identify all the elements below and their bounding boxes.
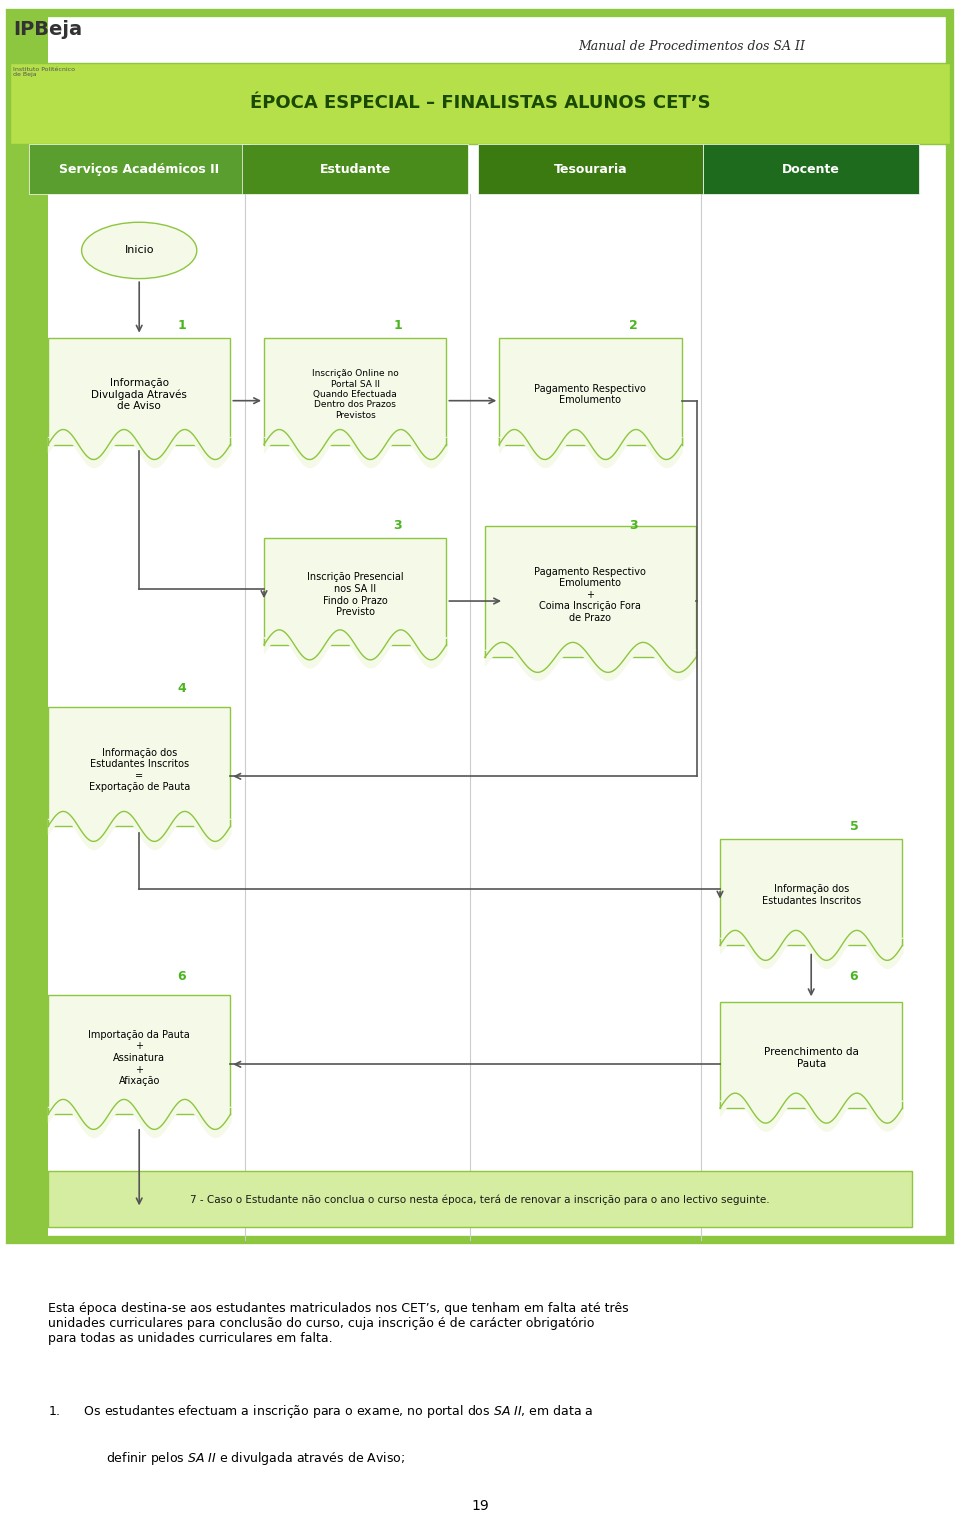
FancyBboxPatch shape bbox=[242, 144, 468, 194]
Text: Importação da Pauta
+
Assinatura
+
Afixação: Importação da Pauta + Assinatura + Afixa… bbox=[88, 1029, 190, 1086]
FancyBboxPatch shape bbox=[264, 539, 446, 644]
Text: Manual de Procedimentos dos SA II: Manual de Procedimentos dos SA II bbox=[578, 40, 804, 53]
FancyBboxPatch shape bbox=[48, 337, 230, 444]
Text: 4: 4 bbox=[178, 683, 186, 695]
Text: Pagamento Respectivo
Emolumento: Pagamento Respectivo Emolumento bbox=[535, 383, 646, 405]
Text: Inscrição Presencial
nos SA II
Findo o Prazo
Previsto: Inscrição Presencial nos SA II Findo o P… bbox=[307, 573, 403, 617]
Text: Docente: Docente bbox=[782, 162, 840, 176]
Text: 6: 6 bbox=[178, 970, 186, 983]
FancyBboxPatch shape bbox=[720, 838, 902, 945]
Text: 2: 2 bbox=[629, 319, 637, 331]
Text: IPBeja: IPBeja bbox=[13, 20, 83, 40]
Text: Serviços Académicos II: Serviços Académicos II bbox=[60, 162, 219, 176]
FancyBboxPatch shape bbox=[10, 12, 48, 1240]
FancyBboxPatch shape bbox=[10, 12, 950, 1240]
Text: 7 - Caso o Estudante não conclua o curso nesta época, terá de renovar a inscriçã: 7 - Caso o Estudante não conclua o curso… bbox=[190, 1194, 770, 1205]
Text: Esta época destina-se aos estudantes matriculados nos CET’s, que tenham em falta: Esta época destina-se aos estudantes mat… bbox=[48, 1301, 629, 1345]
FancyBboxPatch shape bbox=[48, 1171, 912, 1228]
FancyBboxPatch shape bbox=[478, 144, 703, 194]
Text: 1.	Os estudantes efectuam a inscrição para o exame, no portal dos $\it{SA\ II}$,: 1. Os estudantes efectuam a inscrição pa… bbox=[48, 1403, 593, 1420]
Text: definir pelos $\it{SA\ II}$ e divulgada através de Aviso;: definir pelos $\it{SA\ II}$ e divulgada … bbox=[106, 1451, 404, 1467]
FancyBboxPatch shape bbox=[29, 144, 250, 194]
Text: 3: 3 bbox=[629, 519, 637, 531]
Text: 3: 3 bbox=[394, 519, 402, 531]
Text: Instituto Politécnico
de Beja: Instituto Politécnico de Beja bbox=[13, 67, 76, 78]
Text: 5: 5 bbox=[850, 820, 858, 832]
Text: Inscrição Online no
Portal SA II
Quando Efectuada
Dentro dos Prazos
Previstos: Inscrição Online no Portal SA II Quando … bbox=[312, 370, 398, 420]
Text: ÉPOCA ESPECIAL – FINALISTAS ALUNOS CET’S: ÉPOCA ESPECIAL – FINALISTAS ALUNOS CET’S bbox=[250, 93, 710, 111]
Text: 1: 1 bbox=[394, 319, 402, 331]
FancyBboxPatch shape bbox=[48, 707, 230, 826]
Text: 1: 1 bbox=[178, 319, 186, 331]
FancyBboxPatch shape bbox=[485, 525, 696, 657]
Text: Tesouraria: Tesouraria bbox=[554, 162, 627, 176]
FancyBboxPatch shape bbox=[10, 63, 950, 144]
FancyBboxPatch shape bbox=[499, 337, 682, 444]
Text: Informação dos
Estudantes Inscritos
=
Exportação de Pauta: Informação dos Estudantes Inscritos = Ex… bbox=[88, 748, 190, 793]
Text: Informação
Divulgada Através
de Aviso: Informação Divulgada Através de Aviso bbox=[91, 377, 187, 411]
FancyBboxPatch shape bbox=[264, 337, 446, 444]
Text: Inicio: Inicio bbox=[125, 246, 154, 255]
FancyBboxPatch shape bbox=[703, 144, 919, 194]
Text: Estudante: Estudante bbox=[320, 162, 391, 176]
FancyBboxPatch shape bbox=[720, 1002, 902, 1109]
Text: Informação dos
Estudantes Inscritos: Informação dos Estudantes Inscritos bbox=[761, 884, 861, 906]
Text: Preenchimento da
Pauta: Preenchimento da Pauta bbox=[764, 1048, 858, 1069]
Text: 19: 19 bbox=[471, 1500, 489, 1513]
Ellipse shape bbox=[82, 223, 197, 278]
Text: 6: 6 bbox=[850, 970, 858, 983]
FancyBboxPatch shape bbox=[48, 996, 230, 1115]
Text: Pagamento Respectivo
Emolumento
+
Coima Inscrição Fora
de Prazo: Pagamento Respectivo Emolumento + Coima … bbox=[535, 567, 646, 623]
